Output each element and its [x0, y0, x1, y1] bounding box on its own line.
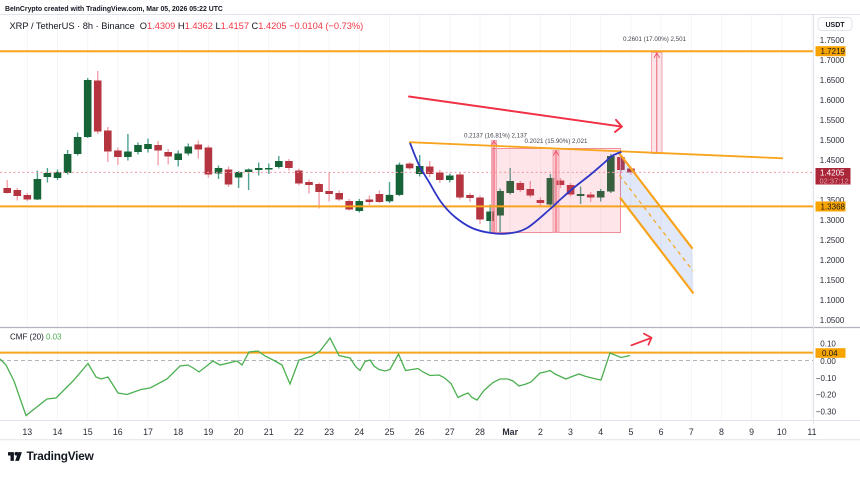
- svg-text:1.3000: 1.3000: [820, 216, 845, 225]
- svg-text:24: 24: [354, 427, 364, 437]
- svg-text:10: 10: [777, 427, 787, 437]
- svg-text:0.2601 (17.00%) 2,501: 0.2601 (17.00%) 2,501: [623, 36, 687, 43]
- svg-text:USDT: USDT: [825, 22, 845, 29]
- svg-text:3: 3: [568, 427, 573, 437]
- svg-text:2: 2: [538, 427, 543, 437]
- svg-text:1.2000: 1.2000: [820, 256, 845, 265]
- svg-text:0.04: 0.04: [822, 349, 838, 358]
- svg-text:1.5000: 1.5000: [820, 136, 845, 145]
- svg-text:26: 26: [415, 427, 425, 437]
- svg-text:28: 28: [475, 427, 485, 437]
- svg-text:6: 6: [659, 427, 664, 437]
- svg-text:1.1500: 1.1500: [820, 276, 845, 285]
- svg-text:1.6000: 1.6000: [820, 96, 845, 105]
- svg-text:27: 27: [445, 427, 455, 437]
- svg-text:19: 19: [204, 427, 214, 437]
- svg-text:1.4500: 1.4500: [820, 156, 845, 165]
- svg-text:0.2021 (15.90%) 2,021: 0.2021 (15.90%) 2,021: [525, 138, 589, 145]
- svg-text:21: 21: [264, 427, 274, 437]
- svg-text:8: 8: [719, 427, 724, 437]
- svg-text:15: 15: [83, 427, 93, 437]
- svg-text:1.5500: 1.5500: [820, 116, 845, 125]
- svg-text:22: 22: [294, 427, 304, 437]
- svg-text:−0.30: −0.30: [816, 408, 837, 417]
- svg-text:1.6500: 1.6500: [820, 76, 845, 85]
- svg-text:XRP / TetherUS · 8h · Binance: XRP / TetherUS · 8h · Binance O1.4309 H1…: [10, 21, 364, 31]
- svg-text:CMF (20) 0.03: CMF (20) 0.03: [10, 333, 62, 342]
- svg-text:23: 23: [324, 427, 334, 437]
- svg-text:0.2137 (16.81%) 2,137: 0.2137 (16.81%) 2,137: [464, 133, 528, 140]
- svg-text:0.00: 0.00: [820, 357, 836, 366]
- svg-text:17: 17: [143, 427, 153, 437]
- svg-text:25: 25: [385, 427, 395, 437]
- svg-text:13: 13: [22, 427, 32, 437]
- svg-text:0.10: 0.10: [820, 340, 836, 349]
- svg-text:1.2500: 1.2500: [820, 236, 845, 245]
- svg-text:Mar: Mar: [502, 427, 518, 437]
- svg-text:1.1000: 1.1000: [820, 296, 845, 305]
- svg-text:TradingView: TradingView: [27, 449, 95, 463]
- svg-text:1.0500: 1.0500: [820, 316, 845, 325]
- svg-text:16: 16: [113, 427, 123, 437]
- svg-text:1.7000: 1.7000: [820, 56, 845, 65]
- svg-text:1.3500: 1.3500: [820, 196, 845, 205]
- svg-text:−0.20: −0.20: [816, 391, 837, 400]
- svg-text:−0.10: −0.10: [816, 374, 837, 383]
- svg-text:18: 18: [173, 427, 183, 437]
- svg-text:7: 7: [689, 427, 694, 437]
- svg-text:9: 9: [749, 427, 754, 437]
- svg-text:14: 14: [53, 427, 63, 437]
- svg-text:02:37:12: 02:37:12: [820, 176, 849, 185]
- svg-text:11: 11: [807, 427, 816, 437]
- svg-text:4: 4: [598, 427, 603, 437]
- svg-text:BeInCrypto created with Tradin: BeInCrypto created with TradingView.com,…: [5, 6, 223, 13]
- svg-text:1.3368: 1.3368: [821, 202, 846, 211]
- svg-text:1.7500: 1.7500: [820, 36, 845, 45]
- svg-text:1.4205: 1.4205: [820, 169, 845, 178]
- svg-text:5: 5: [628, 427, 633, 437]
- svg-text:1.7219: 1.7219: [821, 47, 846, 56]
- svg-text:20: 20: [234, 427, 244, 437]
